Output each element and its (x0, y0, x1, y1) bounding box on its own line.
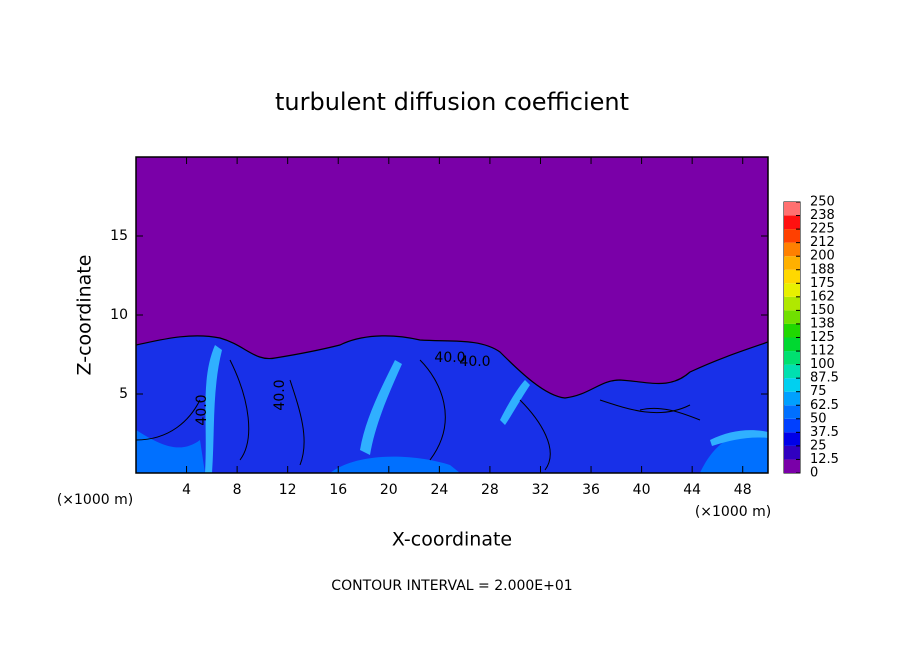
colorbar-cell (784, 405, 800, 419)
x-tick-label: 24 (430, 482, 448, 498)
field (135, 335, 769, 473)
x-tick-label: 48 (734, 482, 752, 498)
colorbar-tick-label: 200 (810, 249, 835, 264)
colorbar-tick-label: 162 (810, 289, 835, 304)
x-tick-label: 12 (279, 482, 297, 498)
contour-label: 40.0 (459, 354, 490, 370)
colorbar-cell (784, 283, 800, 297)
colorbar-cell (784, 242, 800, 257)
colorbar-cell (784, 364, 800, 379)
colorbar-cell (784, 269, 800, 284)
colorbar-tick-label: 138 (810, 316, 835, 331)
contour-label: 40.0 (194, 394, 210, 425)
colorbar-cell (784, 391, 800, 406)
x-unit-label: (×1000 m) (57, 492, 133, 508)
colorbar-tick-label: 12.5 (810, 452, 839, 467)
x-tick-label: 44 (683, 482, 701, 498)
colorbar-tick-label: 225 (810, 222, 835, 237)
colorbar-cell (784, 310, 800, 324)
y-axis-label: Z-coordinate (74, 255, 96, 376)
colorbar-cell (784, 378, 800, 392)
colorbar-tick-label: 62.5 (810, 398, 839, 413)
colorbar-cell (784, 337, 800, 352)
chart-title: turbulent diffusion coefficient (275, 88, 629, 116)
colorbar-tick-label: 188 (810, 262, 835, 277)
x-tick-label: 8 (233, 482, 242, 498)
contour-label: 40.0 (272, 379, 288, 410)
colorbar-tick-label: 212 (810, 235, 835, 250)
colorbar-cell (784, 418, 800, 433)
colorbar-tick-label: 250 (810, 195, 835, 210)
x-unit-label: (×1000 m) (695, 504, 771, 520)
colorbar-tick-label: 150 (810, 303, 835, 318)
colorbar-cell (784, 432, 800, 446)
x-tick-label: 4 (182, 482, 191, 498)
colorbar-cell (784, 445, 800, 460)
colorbar-tick-label: 238 (810, 208, 835, 223)
x-axis-label: X-coordinate (392, 529, 512, 551)
colorbar-cell (784, 323, 800, 338)
colorbar-cell (784, 256, 800, 270)
colorbar-tick-label: 25 (810, 438, 827, 453)
colorbar-cell (784, 351, 800, 365)
colorbar-cell (784, 296, 800, 311)
colorbar-tick-label: 75 (810, 384, 827, 399)
colorbar-tick-label: 100 (810, 357, 835, 372)
colorbar-tick-label: 125 (810, 330, 835, 345)
y-tick-label: 15 (110, 228, 128, 244)
y-tick-label: 5 (119, 386, 128, 402)
x-tick-label: 20 (380, 482, 398, 498)
colorbar-cell (784, 202, 800, 216)
x-tick-label: 36 (582, 482, 600, 498)
y-tick-label: 10 (110, 307, 128, 323)
colorbar-tick-label: 37.5 (810, 425, 839, 440)
colorbar-tick-label: 0 (810, 466, 818, 481)
x-tick-label: 40 (633, 482, 651, 498)
colorbar-cell (784, 459, 800, 473)
x-tick-label: 32 (532, 482, 550, 498)
colorbar-tick-label: 87.5 (810, 371, 839, 386)
colorbar-cell (784, 229, 800, 243)
x-tick-label: 28 (481, 482, 499, 498)
contour-interval-note: CONTOUR INTERVAL = 2.000E+01 (331, 578, 572, 594)
colorbar-cell (784, 215, 800, 230)
x-tick-label: 16 (329, 482, 347, 498)
colorbar-tick-label: 112 (810, 344, 835, 359)
contour-label: 40.0 (434, 350, 465, 366)
colorbar-tick-label: 175 (810, 276, 835, 291)
colorbar-tick-label: 50 (810, 411, 827, 426)
